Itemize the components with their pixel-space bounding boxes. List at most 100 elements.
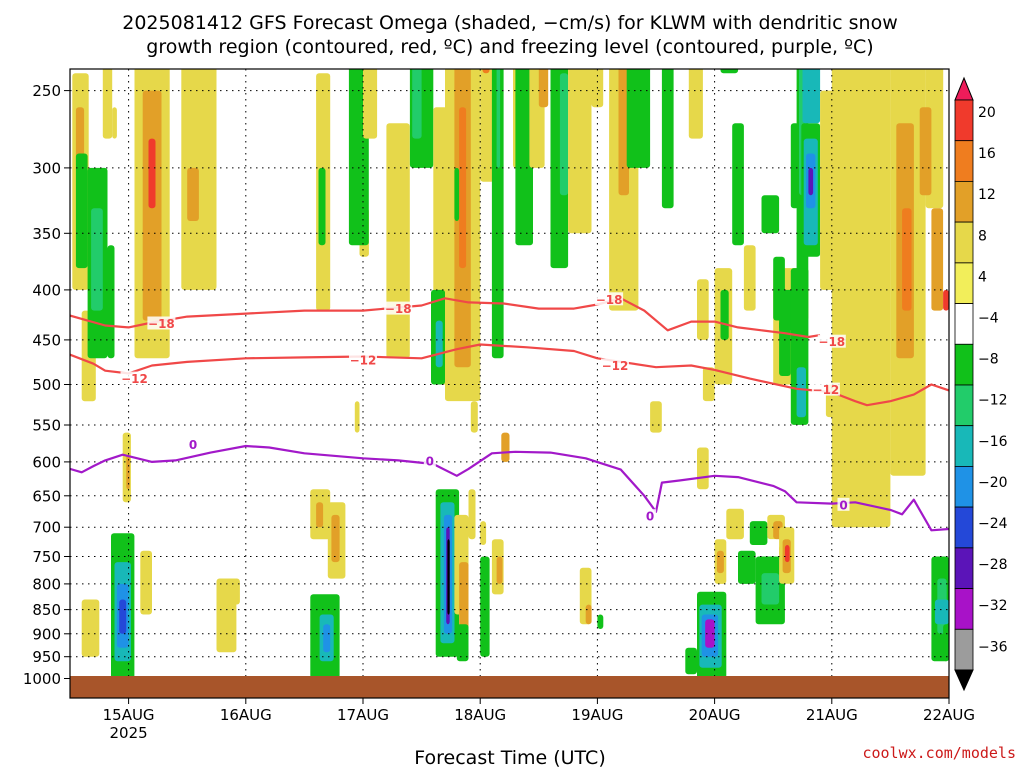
omega-shade-64 [491, 69, 504, 359]
x-tick-label-19AUG: 19AUG [571, 706, 623, 724]
contour-label-bg-2-1 [423, 454, 436, 468]
omega-shade-124 [808, 167, 814, 196]
omega-shade-18 [119, 599, 127, 634]
omega-shade-42 [435, 320, 443, 368]
colorbar-label-1: 16 [978, 146, 996, 162]
colorbar-band-13 [954, 628, 974, 671]
omega-shade-77 [626, 69, 651, 168]
y-tick-label-500: 500 [32, 376, 61, 394]
contour-label-bg-1-0 [120, 371, 149, 385]
contour-label-1-3: −12 [813, 383, 840, 397]
omega-shade-98 [743, 245, 756, 311]
omega-shade-96 [720, 289, 729, 340]
omega-shade-36 [363, 69, 378, 139]
omega-shade-102 [749, 521, 768, 545]
y-tick-label-350: 350 [32, 225, 61, 243]
omega-shade-27 [316, 502, 324, 528]
omega-shade-39 [412, 69, 422, 139]
y-tick-label-1000: 1000 [23, 670, 61, 688]
y-tick-label-800: 800 [32, 575, 61, 593]
colorbar-label-5: −4 [978, 311, 999, 327]
omega-shade-13 [107, 245, 115, 359]
y-tick-label-750: 750 [32, 548, 61, 566]
contour-label-bg-1-3 [811, 382, 840, 396]
omega-shade-10 [148, 138, 156, 209]
x-tick-label-15AUG: 15AUG [103, 706, 155, 724]
y-tick-label-850: 850 [32, 601, 61, 619]
contour-label-2-2: 0 [646, 510, 654, 524]
colorbar-top-arrow [954, 76, 974, 101]
x-tick-label-21AUG: 21AUG [806, 706, 858, 724]
omega-shade-83 [697, 447, 709, 490]
omega-shade-140 [913, 432, 926, 462]
plot-frame [69, 68, 950, 699]
x-tick-label-20AUG: 20AUG [689, 706, 741, 724]
colorbar-band-6 [954, 343, 974, 386]
omega-shade-138 [919, 107, 932, 196]
contour-label-bg-0-2 [595, 292, 624, 306]
omega-shade-7 [126, 454, 130, 490]
colorbar-label-8: −16 [978, 434, 1008, 450]
omega-shade-105 [761, 573, 780, 605]
grid-layer [70, 69, 950, 698]
omega-shade-1 [75, 107, 85, 168]
contour-label-0-2: −18 [596, 293, 623, 307]
omega-shade-29 [331, 514, 340, 563]
omega-shade-23 [228, 578, 240, 605]
contour-label-2-3: 0 [839, 498, 847, 512]
y-tick-label-550: 550 [32, 417, 61, 435]
omega-shade-103 [738, 550, 756, 584]
y-tick-label-250: 250 [32, 82, 61, 100]
y-tick-label-450: 450 [32, 331, 61, 349]
omega-shade-125 [802, 69, 821, 124]
colorbar-label-11: −28 [978, 557, 1008, 573]
omega-shade-100 [716, 550, 724, 574]
colorbar-bottom-arrow [954, 669, 974, 692]
omega-shade-58 [480, 556, 490, 657]
colorbar-label-7: −12 [978, 393, 1008, 409]
omega-shade-37 [386, 123, 410, 359]
omega-shade-144 [943, 624, 949, 662]
omega-shade-143 [934, 599, 949, 625]
omega-shade-62 [480, 69, 495, 182]
colorbar-band-4 [954, 262, 974, 304]
x-tick-sublabel-15AUG: 2025 [110, 724, 148, 742]
omega-shade-46 [454, 167, 460, 221]
omega-shade-33 [354, 401, 360, 433]
omega-shade-21 [187, 167, 199, 221]
omega-shade-65 [496, 69, 501, 168]
chart-title-line-2: growth region (contoured, red, ºC) and f… [146, 36, 873, 58]
colorbar-band-3 [954, 221, 974, 264]
omega-shade-127 [796, 367, 806, 418]
omega-shade-63 [482, 69, 490, 74]
contour-label-1-1: −12 [350, 354, 377, 368]
omega-shade-61 [501, 432, 510, 462]
omega-shade-5 [112, 107, 117, 139]
omega-shade-69 [538, 69, 549, 108]
x-tick-label-18AUG: 18AUG [454, 706, 506, 724]
y-tick-label-700: 700 [32, 519, 61, 537]
colorbar-label-12: −32 [978, 598, 1008, 614]
x-axis-title: Forecast Time (UTC) [414, 747, 605, 768]
omega-shade-79 [585, 604, 592, 625]
omega-shade-137 [943, 289, 949, 311]
omega-shade-87 [705, 619, 715, 648]
omega-shade-82 [688, 69, 703, 139]
omega-shade-115 [761, 195, 780, 234]
omega-shade-72 [568, 69, 592, 234]
omega-shade-57 [456, 624, 469, 662]
colorbar: 20 16 12 8 4 −4 −8 −12 −16 −20 −24 −28 −32 −36 [954, 76, 1008, 692]
omega-shade-47 [470, 401, 478, 433]
omega-shade-94 [702, 367, 715, 402]
y-tick-label-600: 600 [32, 453, 61, 471]
colorbar-band-10 [954, 506, 974, 549]
omega-shade-74 [597, 614, 604, 629]
y-tick-label-650: 650 [32, 487, 61, 505]
omega-shade-20 [181, 69, 217, 290]
omega-shade-49 [480, 521, 487, 545]
contour-label-bg-1-1 [349, 353, 377, 367]
omega-shade-114 [784, 545, 790, 563]
contour-label-bg-2-2 [644, 509, 657, 523]
